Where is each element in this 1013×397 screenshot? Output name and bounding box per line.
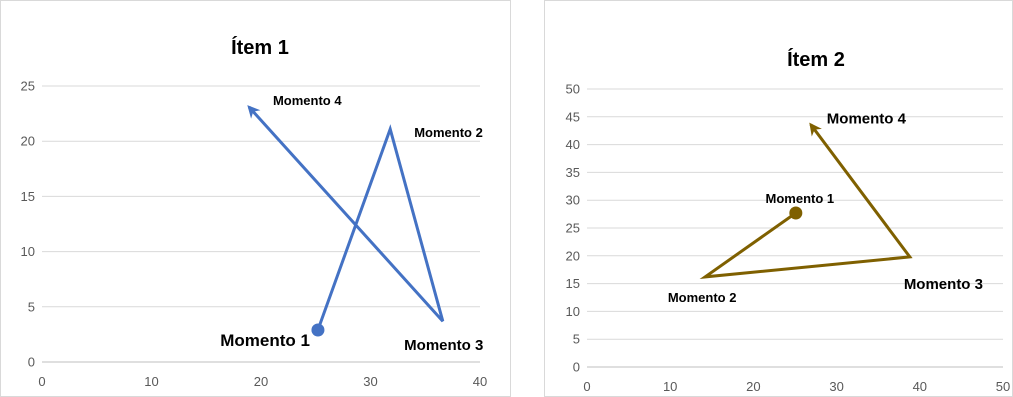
y-tick-label: 35 — [566, 165, 580, 180]
point-label: Momento 1 — [766, 191, 835, 206]
start-point-marker — [789, 206, 803, 220]
point-label: Momento 3 — [904, 276, 983, 293]
chart-item-1: Ítem 1 0 5 10 15 20 25 0 10 20 30 40 Momento 1 Mome… — [0, 0, 511, 397]
y-tick-label: 25 — [566, 221, 580, 236]
series-line — [247, 105, 445, 331]
y-tick-label: 10 — [21, 244, 35, 259]
chart-title: Ítem 1 — [231, 36, 289, 59]
y-tick-label: 40 — [566, 137, 580, 152]
x-tick-label: 0 — [583, 379, 590, 394]
start-point-marker — [311, 323, 325, 337]
point-label: Momento 4 — [827, 111, 907, 128]
x-tick-label: 30 — [363, 374, 377, 389]
y-tick-label: 45 — [566, 109, 580, 124]
y-tick-label: 10 — [566, 304, 580, 319]
x-tick-label: 10 — [663, 379, 677, 394]
y-tick-label: 25 — [21, 79, 35, 94]
y-tick-label: 15 — [21, 189, 35, 204]
y-tick-label: 20 — [21, 134, 35, 149]
y-tick-label: 15 — [566, 276, 580, 291]
x-tick-label: 20 — [746, 379, 760, 394]
y-tick-label: 5 — [573, 332, 580, 347]
x-tick-label: 10 — [144, 374, 158, 389]
point-label: Momento 3 — [404, 337, 483, 354]
y-tick-label: 50 — [566, 82, 580, 97]
point-label: Momento 2 — [414, 125, 483, 140]
chart-border — [0, 0, 511, 397]
y-tick-label: 30 — [566, 193, 580, 208]
x-tick-label: 40 — [473, 374, 487, 389]
x-tick-label: 50 — [996, 379, 1010, 394]
chart-border — [544, 0, 1013, 397]
y-tick-label: 0 — [28, 355, 35, 370]
point-label: Momento 1 — [220, 331, 310, 350]
chart-item-2: Ítem 2 0 5 10 15 20 25 30 35 40 45 50 0 10 20 30 40 50 M… — [544, 0, 1013, 397]
x-tick-label: 20 — [254, 374, 268, 389]
x-tick-label: 0 — [38, 374, 45, 389]
x-tick-label: 40 — [913, 379, 927, 394]
x-tick-label: 30 — [829, 379, 843, 394]
point-label: Momento 4 — [273, 93, 342, 108]
y-tick-label: 20 — [566, 248, 580, 263]
point-label: Momento 2 — [668, 290, 737, 305]
series-line — [699, 122, 913, 279]
chart-title: Ítem 2 — [787, 48, 845, 71]
y-tick-label: 5 — [28, 299, 35, 314]
y-tick-label: 0 — [573, 360, 580, 375]
